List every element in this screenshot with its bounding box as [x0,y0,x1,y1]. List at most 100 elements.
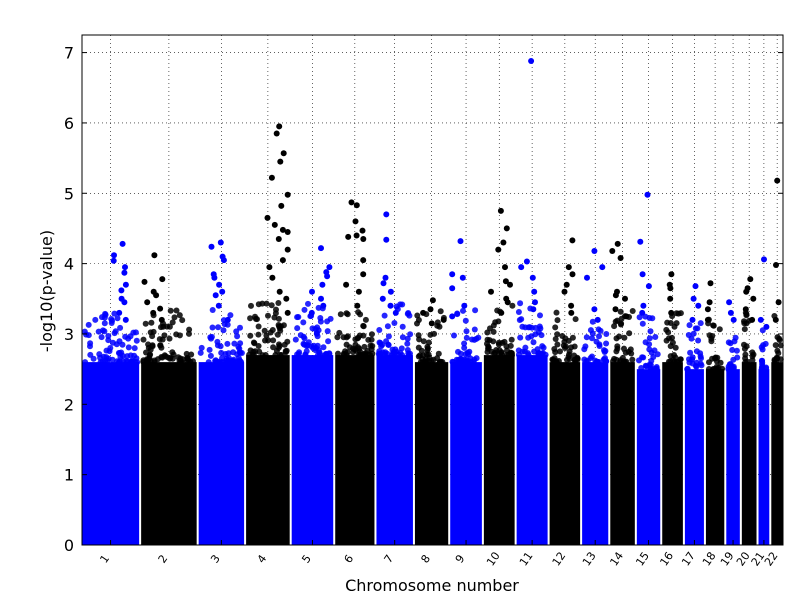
scatter-point [277,352,284,358]
scatter-point [248,302,254,309]
peak-point [153,292,160,299]
scatter-point [251,340,258,347]
scatter-point [437,308,444,315]
scatter-point [105,337,112,344]
peak-point [353,232,360,239]
scatter-point [368,331,375,338]
peak-point [387,288,394,295]
peak-point [284,246,291,253]
peak-point [141,278,148,285]
peak-point [284,229,291,235]
chromosome-11-dense-band [516,355,548,545]
scatter-point [686,322,693,329]
scatter-point [157,342,164,349]
scatter-point [777,342,784,349]
y-tick-label: 5 [64,184,74,203]
peak-point [269,274,276,281]
peak-point [532,299,538,306]
scatter-point [303,348,310,355]
chromosome-8-dense-band [414,362,449,545]
scatter-point [663,326,670,333]
peak-point [569,271,576,278]
chromosome-8-points [414,297,449,545]
scatter-point [125,344,132,351]
scatter-point [621,345,627,352]
scatter-point [85,321,92,328]
scatter-point [186,330,192,337]
scatter-point [517,334,524,341]
scatter-point [639,320,646,327]
scatter-point [759,346,766,353]
scatter-point [263,300,270,307]
scatter-point [571,343,578,350]
scatter-point [725,339,732,346]
scatter-point [617,321,624,328]
scatter-point [540,350,546,356]
scatter-point [716,326,723,333]
scatter-point [367,352,374,359]
scatter-point [498,349,505,356]
peak-point [707,280,714,287]
peak-point [215,302,222,309]
peak-point [360,257,367,264]
peak-point [495,246,502,253]
peak-point [640,302,647,309]
peak-point [772,316,779,323]
scatter-point [526,324,533,331]
scatter-point [399,323,406,330]
peak-point [563,281,570,288]
peak-point [591,306,598,313]
peak-point [352,218,359,225]
scatter-point [300,340,307,347]
scatter-point [532,331,539,338]
scatter-point [276,323,283,330]
scatter-point [414,312,421,319]
scatter-point [698,355,704,362]
scatter-point [554,331,561,338]
peak-point [449,271,456,278]
scatter-point [101,320,108,327]
peak-point [461,302,468,309]
scatter-point [749,353,756,360]
scatter-point [116,350,123,357]
scatter-point [602,348,609,354]
scatter-point [709,333,716,339]
scatter-point [164,354,171,361]
scatter-point [552,324,559,331]
scatter-point [422,356,429,363]
peak-point [639,271,646,278]
scatter-point [464,349,471,356]
scatter-point [247,332,254,339]
peak-point [614,240,621,247]
chromosome-5-points [291,245,334,545]
scatter-point [255,331,262,338]
scatter-point [420,338,427,345]
scatter-point [626,330,633,337]
scatter-point [186,326,193,333]
scatter-point [259,352,266,359]
scatter-point [629,356,636,363]
peak-point [503,225,510,232]
peak-point [320,302,327,309]
chromosome-13-dense-band [582,362,609,545]
peak-point [749,316,756,323]
scatter-point [111,330,118,337]
scatter-point [276,341,282,348]
peak-point [644,191,651,198]
scatter-point [148,319,155,326]
scatter-point [222,351,229,357]
scatter-point [227,312,234,319]
scatter-point [100,353,107,360]
scatter-point [122,333,129,340]
scatter-point [320,344,327,351]
scatter-point [230,349,237,356]
scatter-point [406,312,413,319]
scatter-point [209,324,216,331]
peak-point [440,316,447,323]
scatter-point [265,312,271,319]
scatter-point [534,346,541,353]
peak-point [584,274,590,281]
peak-point [121,269,128,276]
scatter-point [275,300,282,306]
